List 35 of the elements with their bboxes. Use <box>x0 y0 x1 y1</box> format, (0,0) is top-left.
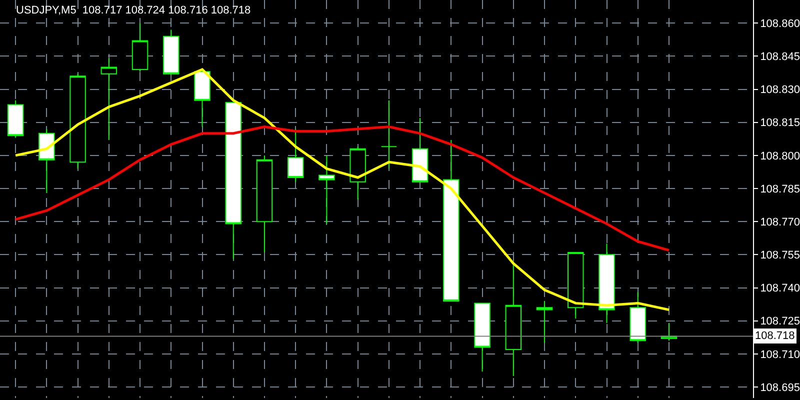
y-tick-label: 108.725 <box>760 316 800 328</box>
y-tick-label: 108.785 <box>760 183 800 196</box>
candlestick <box>568 252 584 320</box>
candlestick <box>474 302 490 372</box>
candlestick <box>505 260 522 376</box>
candlestick <box>132 22 148 72</box>
candlestick <box>598 243 615 324</box>
candlestick <box>318 154 335 224</box>
candlestick <box>630 292 646 344</box>
line-series <box>14 68 670 312</box>
candlestick <box>7 100 24 138</box>
ref-line-label: 108.718 <box>755 330 795 342</box>
y-tick-label: 108.740 <box>760 282 800 295</box>
candlestick <box>380 100 398 170</box>
candlestick <box>536 300 553 344</box>
candlestick <box>412 117 428 182</box>
line-series <box>14 126 670 252</box>
y-tick-label: 108.830 <box>760 84 800 96</box>
candlestick <box>38 128 55 194</box>
candlestick <box>194 71 210 128</box>
candlestick <box>256 154 273 253</box>
y-tick-label: 108.710 <box>760 348 800 361</box>
y-tick-label: 108.755 <box>760 250 800 262</box>
candlestick <box>70 73 86 170</box>
candlestick <box>350 146 366 200</box>
candlestick <box>287 128 304 182</box>
candlestick <box>100 58 118 141</box>
y-tick-label: 108.860 <box>760 18 800 30</box>
chart-title: USDJPY,M5 108.717 108.724 108.716 108.718 <box>16 4 251 17</box>
y-tick-label: 108.815 <box>760 117 800 130</box>
y-tick-label: 108.695 <box>760 382 800 394</box>
y-tick-label: 108.845 <box>760 51 800 64</box>
candlestick <box>163 29 180 74</box>
y-tick-label: 108.800 <box>760 150 800 162</box>
y-tick-label: 108.770 <box>760 216 800 228</box>
